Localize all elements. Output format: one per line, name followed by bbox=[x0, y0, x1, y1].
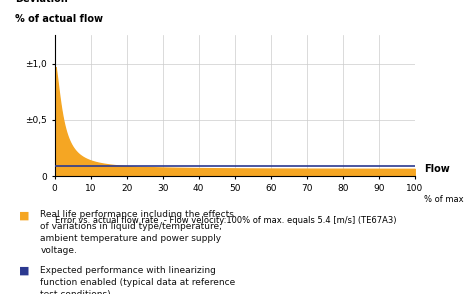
Text: Real life performance including the effects
of variations in liquid type/tempera: Real life performance including the effe… bbox=[40, 210, 234, 255]
Text: % of actual flow: % of actual flow bbox=[15, 14, 103, 24]
Text: % of max: % of max bbox=[424, 195, 464, 204]
Text: Expected performance with linearizing
function enabled (typical data at referenc: Expected performance with linearizing fu… bbox=[40, 266, 236, 294]
Text: Deviation: Deviation bbox=[15, 0, 68, 4]
Text: Error vs. actual flow rate  - Flow velocity:100% of max. equals 5.4 [m/s] (TE67A: Error vs. actual flow rate - Flow veloci… bbox=[55, 216, 396, 225]
Text: Flow: Flow bbox=[424, 164, 449, 174]
Text: ■: ■ bbox=[19, 210, 29, 220]
Text: ■: ■ bbox=[19, 266, 29, 276]
